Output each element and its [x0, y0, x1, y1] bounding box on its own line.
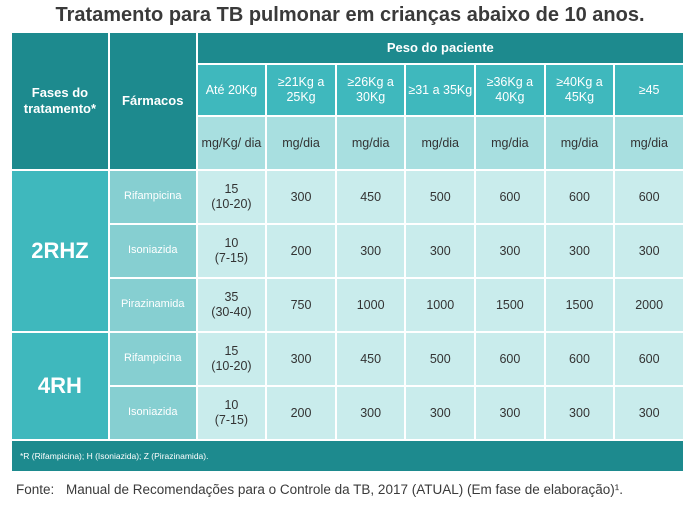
unit-3: mg/dia	[406, 117, 475, 169]
dose-cell: 750	[267, 279, 335, 331]
dose-cell: 1500	[476, 279, 544, 331]
table-row: Isoniazida 10 (7-15) 200 300 300 300 300 …	[12, 225, 683, 277]
unit-0: mg/Kg/ dia	[197, 117, 266, 169]
unit-5: mg/dia	[545, 117, 614, 169]
drug-name: Rifampicina	[109, 333, 196, 385]
dose-per-kg: 15 (10-20)	[197, 333, 266, 385]
dose-cell: 300	[615, 225, 683, 277]
dosage-table-wrapper: Fases do tratamento* Fármacos Peso do pa…	[10, 31, 685, 473]
dose-cell: 300	[476, 225, 544, 277]
dose-cell: 600	[615, 171, 683, 223]
drug-name: Isoniazida	[109, 387, 196, 439]
dose-cell: 450	[336, 171, 405, 223]
dose-cell: 1000	[406, 279, 475, 331]
dose-cell: 600	[476, 333, 544, 385]
unit-6: mg/dia	[615, 117, 683, 169]
table-row: Isoniazida 10 (7-15) 200 300 300 300 300 …	[12, 387, 683, 439]
page-title: Tratamento para TB pulmonar em crianças …	[55, 4, 645, 26]
dose-cell: 300	[545, 387, 614, 439]
dose-cell: 300	[267, 333, 335, 385]
drug-name: Rifampicina	[109, 171, 196, 223]
table-row: 2RHZ Rifampicina 15 (10-20) 300 450 500 6…	[12, 171, 683, 331]
weight-range-3: ≥31 a 35Kg	[406, 65, 475, 115]
drug-name: Pirazinamida	[109, 279, 196, 331]
dose-per-kg: 35 (30-40)	[197, 279, 266, 331]
weight-range-6: ≥45	[615, 65, 683, 115]
source-text: Manual de Recomendações para o Controle …	[66, 482, 624, 497]
dose-cell: 2000	[615, 279, 683, 331]
table-row: 4RH Rifampicina 15 (10-20) 300 450 500 60…	[12, 333, 683, 439]
dose-cell: 1000	[336, 279, 405, 331]
source-citation: Fonte: Manual de Recomendações para o Con…	[16, 482, 686, 499]
dose-cell: 600	[615, 333, 683, 385]
dose-cell: 600	[545, 171, 614, 223]
weight-range-1: ≥21Kg a 25Kg	[267, 65, 335, 115]
table-footnote: *R (Rifampicina); H (Isoniazida); Z (Pir…	[12, 441, 683, 471]
drug-name: Isoniazida	[109, 225, 196, 277]
dose-per-kg: 10 (7-15)	[197, 225, 266, 277]
weight-range-4: ≥36Kg a 40Kg	[476, 65, 544, 115]
dose-cell: 500	[406, 171, 475, 223]
dose-cell: 500	[406, 333, 475, 385]
phase-4rh: 4RH	[12, 333, 108, 439]
dose-cell: 200	[267, 387, 335, 439]
dose-per-kg: 10 (7-15)	[197, 387, 266, 439]
dose-cell: 600	[545, 333, 614, 385]
unit-1: mg/dia	[267, 117, 335, 169]
unit-2: mg/dia	[336, 117, 405, 169]
dose-cell: 450	[336, 333, 405, 385]
table-row: Pirazinamida 35 (30-40) 750 1000 1000 150…	[12, 279, 683, 331]
header-weight: Peso do paciente	[197, 33, 683, 63]
weight-range-0: Até 20Kg	[197, 65, 266, 115]
source-label: Fonte:	[16, 482, 55, 497]
dose-per-kg: 15 (10-20)	[197, 171, 266, 223]
header-phase: Fases do tratamento*	[12, 33, 108, 169]
dose-cell: 300	[406, 225, 475, 277]
unit-4: mg/dia	[476, 117, 544, 169]
dose-cell: 1500	[545, 279, 614, 331]
dosage-table: Fases do tratamento* Fármacos Peso do pa…	[10, 31, 685, 473]
phase-2rhz: 2RHZ	[12, 171, 108, 331]
dose-cell: 300	[476, 387, 544, 439]
dose-cell: 200	[267, 225, 335, 277]
header-drug: Fármacos	[109, 33, 196, 169]
weight-range-5: ≥40Kg a 45Kg	[545, 65, 614, 115]
dose-cell: 300	[267, 171, 335, 223]
dose-cell: 300	[406, 387, 475, 439]
dose-cell: 600	[476, 171, 544, 223]
dose-cell: 300	[545, 225, 614, 277]
dose-cell: 300	[615, 387, 683, 439]
dose-cell: 300	[336, 225, 405, 277]
dose-cell: 300	[336, 387, 405, 439]
weight-range-2: ≥26Kg a 30Kg	[336, 65, 405, 115]
